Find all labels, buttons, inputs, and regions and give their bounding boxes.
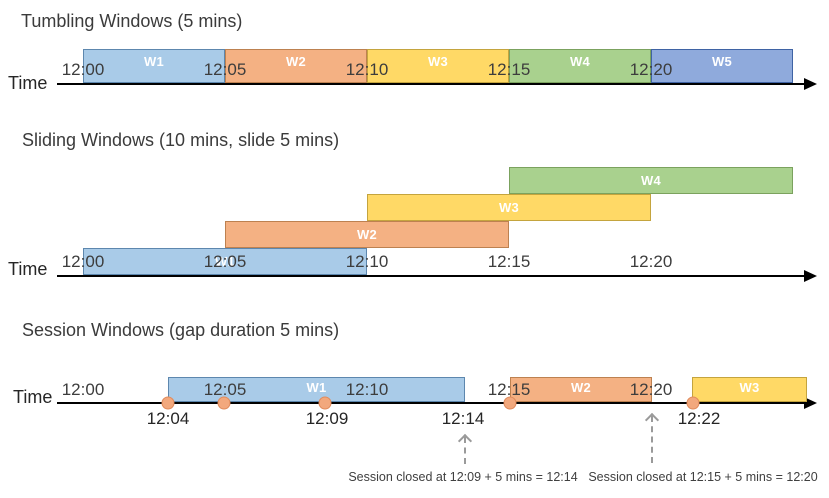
event-dot (318, 396, 332, 410)
sliding-time-axis (57, 275, 806, 277)
event-time-label: 12:09 (305, 409, 349, 428)
window-label: W3 (499, 200, 519, 215)
tumbling-axis-arrowhead-icon (804, 78, 817, 90)
tumbling-window-w4: W4 (509, 49, 651, 83)
window-label: W2 (286, 54, 306, 69)
window-label: W3 (739, 380, 760, 395)
tumbling-section-title: Tumbling Windows (5 mins) (21, 11, 243, 31)
axis-tick-label: 12:10 (345, 60, 389, 79)
sliding-axis-label: Time (8, 259, 48, 279)
axis-tick-label: 12:20 (629, 252, 673, 271)
annotation-arrow-icon (651, 416, 653, 463)
tumbling-axis-label: Time (8, 73, 48, 93)
axis-tick-label: 12:15 (487, 380, 531, 399)
axis-tick-label: 12:20 (629, 60, 673, 79)
window-label: W1 (215, 254, 235, 269)
sliding-window-w3: W3 (367, 194, 651, 221)
tumbling-time-axis (57, 83, 806, 85)
event-dot (503, 396, 517, 410)
session-section-title: Session Windows (gap duration 5 mins) (22, 320, 340, 340)
session-axis-arrowhead-icon (804, 397, 817, 409)
event-time-label: 12:22 (677, 409, 721, 428)
sliding-window-w1: W1 (83, 248, 367, 275)
window-label: W3 (428, 54, 448, 69)
sliding-window-w4: W4 (509, 167, 793, 194)
axis-tick-label: 12:05 (203, 60, 247, 79)
axis-tick-label: 12:10 (345, 380, 389, 399)
tumbling-window-w3: W3 (367, 49, 509, 83)
sliding-section-title: Sliding Windows (10 mins, slide 5 mins) (22, 130, 340, 150)
axis-tick-label: 12:20 (629, 380, 673, 399)
axis-tick-label: 12:00 (61, 380, 105, 399)
window-label: W1 (306, 380, 327, 395)
session-time-axis (57, 402, 806, 404)
axis-tick-label: 12:05 (203, 380, 247, 399)
axis-tick-label: 12:00 (61, 60, 105, 79)
window-label: W5 (712, 54, 732, 69)
window-label: W2 (571, 380, 591, 395)
event-dot (161, 396, 175, 410)
axis-tick-label: 12:15 (487, 252, 531, 271)
session-window-w2: W2 (510, 377, 652, 402)
sliding-axis-arrowhead-icon (804, 270, 817, 282)
annotation-arrow-icon (464, 437, 466, 464)
axis-tick-label: 12:00 (61, 252, 105, 271)
axis-tick-label: 12:10 (345, 252, 389, 271)
axis-tick-label: 12:15 (487, 60, 531, 79)
tumbling-window-w5: W5 (651, 49, 793, 83)
window-label: W2 (357, 227, 377, 242)
event-dot (217, 396, 231, 410)
session-window-w3: W3 (692, 377, 807, 402)
tumbling-window-w1: W1 (83, 49, 225, 83)
session-close-annotation: Session closed at 12:15 + 5 mins = 12:20 (588, 470, 818, 484)
session-close-annotation: Session closed at 12:09 + 5 mins = 12:14 (348, 470, 578, 484)
window-label: W1 (144, 54, 164, 69)
window-label: W4 (570, 54, 590, 69)
event-dot (686, 396, 700, 410)
session-window-w1: W1 (168, 377, 465, 402)
axis-tick-label: 12:05 (203, 252, 247, 271)
event-time-label: 12:14 (441, 409, 485, 428)
window-label: W4 (641, 173, 661, 188)
event-time-label: 12:04 (146, 409, 190, 428)
session-axis-label: Time (13, 387, 53, 407)
tumbling-window-w2: W2 (225, 49, 367, 83)
sliding-window-w2: W2 (225, 221, 509, 248)
